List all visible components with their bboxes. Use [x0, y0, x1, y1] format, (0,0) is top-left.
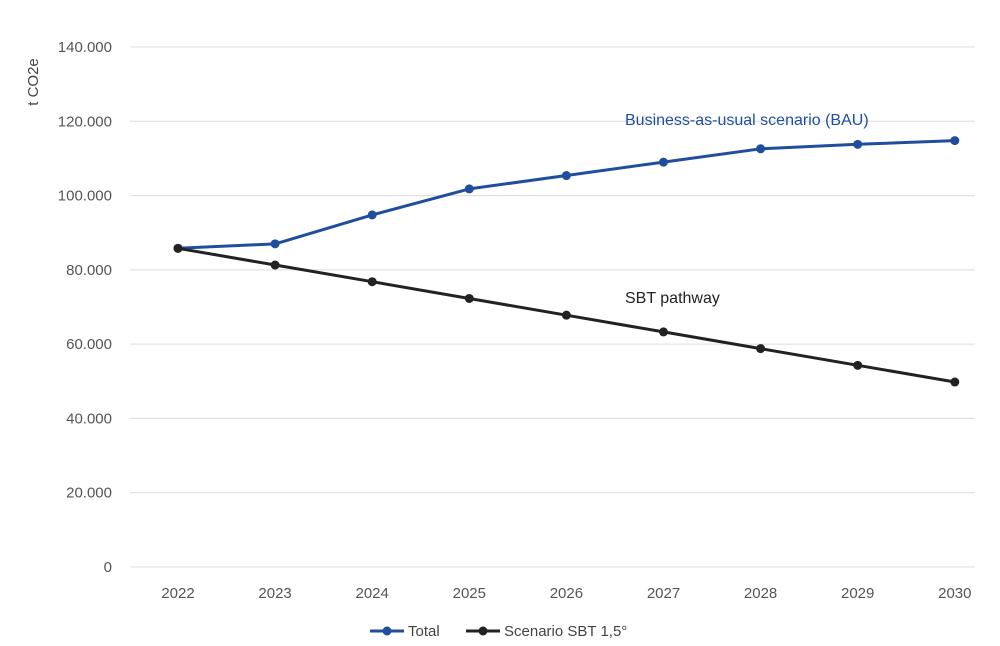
- annotations: Business-as-usual scenario (BAU) SBT pat…: [625, 112, 869, 307]
- data-point: [853, 360, 863, 370]
- data-point: [464, 293, 474, 303]
- data-point: [464, 184, 474, 194]
- y-tick-label: 60.000: [66, 336, 112, 353]
- x-tick-label: 2024: [356, 585, 389, 602]
- data-point: [367, 210, 377, 220]
- series-total: [173, 136, 960, 253]
- series-sbt: [173, 243, 960, 387]
- x-tick-label: 2030: [938, 585, 971, 602]
- series-lines: [173, 136, 960, 387]
- data-point: [659, 157, 668, 167]
- data-point: [950, 136, 960, 146]
- legend: Total Scenario SBT 1,5°: [370, 623, 627, 640]
- x-tick-label: 2025: [453, 585, 486, 602]
- legend-item-total: Total: [370, 623, 440, 640]
- y-tick-label: 120.000: [58, 113, 112, 130]
- y-axis-title: t CO2e: [25, 58, 42, 106]
- legend-label-total: Total: [408, 623, 440, 640]
- y-tick-label: 20.000: [66, 485, 112, 502]
- data-point: [561, 310, 571, 320]
- data-point: [756, 144, 766, 154]
- x-tick-label: 2022: [161, 585, 194, 602]
- y-axis-ticks: 0 20.000 40.000 60.000 80.000 100.000 120.000 1…: [58, 39, 112, 576]
- x-tick-label: 2028: [744, 585, 777, 602]
- data-point: [367, 277, 377, 287]
- data-point: [270, 239, 280, 249]
- data-point: [659, 327, 668, 337]
- x-tick-label: 2023: [258, 585, 291, 602]
- y-tick-label: 40.000: [66, 410, 112, 427]
- y-tick-label: 80.000: [66, 262, 112, 279]
- data-point: [270, 260, 280, 270]
- x-tick-label: 2026: [550, 585, 583, 602]
- data-point: [853, 139, 863, 149]
- sbt-annotation: SBT pathway: [625, 290, 720, 307]
- legend-item-sbt: Scenario SBT 1,5°: [466, 623, 627, 640]
- y-tick-label: 140.000: [58, 39, 112, 56]
- x-tick-label: 2029: [841, 585, 874, 602]
- data-point: [173, 243, 183, 253]
- x-axis-ticks: 2022 2023 2024 2025 2026 2027 2028 2029 2030: [161, 585, 971, 602]
- y-tick-label: 100.000: [58, 188, 112, 205]
- bau-annotation: Business-as-usual scenario (BAU): [625, 112, 869, 129]
- data-point: [756, 344, 766, 354]
- x-tick-label: 2027: [647, 585, 680, 602]
- series-line: [177, 139, 955, 250]
- gridlines: [130, 46, 975, 568]
- data-point: [561, 171, 571, 181]
- y-tick-label: 0: [104, 559, 112, 576]
- data-point: [950, 377, 960, 387]
- legend-label-sbt: Scenario SBT 1,5°: [504, 623, 627, 640]
